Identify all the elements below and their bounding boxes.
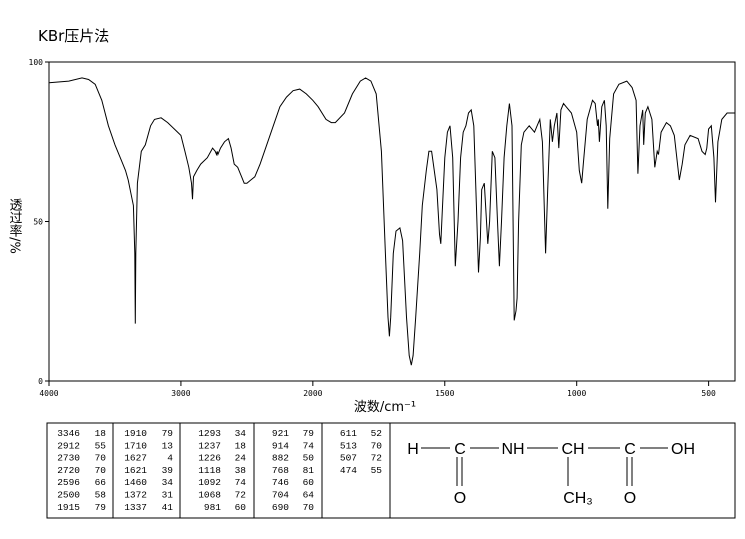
table-intensity: 39 <box>162 465 174 476</box>
table-intensity: 60 <box>303 477 315 488</box>
structure-atom: NH <box>501 441 524 458</box>
table-wavenumber: 2912 <box>57 440 80 451</box>
table-frame <box>46 422 736 519</box>
table-wavenumber: 690 <box>272 502 289 513</box>
table-wavenumber: 1068 <box>198 490 221 501</box>
table-wavenumber: 914 <box>272 440 289 451</box>
x-tick-label: 1000 <box>567 389 586 398</box>
table-wavenumber: 1915 <box>57 502 80 513</box>
table-wavenumber: 1621 <box>124 465 147 476</box>
table-intensity: 64 <box>303 490 315 501</box>
table-intensity: 55 <box>95 440 107 451</box>
table-intensity: 52 <box>371 428 383 439</box>
table-wavenumber: 611 <box>340 428 357 439</box>
x-tick-label: 2000 <box>303 389 322 398</box>
structure-atom: C <box>454 441 466 458</box>
table-intensity: 70 <box>371 440 383 451</box>
table-intensity: 79 <box>95 502 107 513</box>
y-tick-label: 100 <box>29 58 44 67</box>
table-intensity: 60 <box>235 502 247 513</box>
plot-frame <box>48 61 736 382</box>
table-wavenumber: 704 <box>272 490 289 501</box>
table-intensity: 66 <box>95 477 107 488</box>
y-tick-label: 50 <box>33 218 43 227</box>
table-wavenumber: 1293 <box>198 428 221 439</box>
table-wavenumber: 507 <box>340 453 357 464</box>
structure-substituent: O <box>454 490 466 507</box>
structure-substituent: CH₃ <box>563 490 593 507</box>
table-wavenumber: 882 <box>272 453 289 464</box>
table-intensity: 81 <box>303 465 315 476</box>
table-wavenumber: 768 <box>272 465 289 476</box>
table-wavenumber: 1237 <box>198 440 221 451</box>
table-intensity: 79 <box>162 428 174 439</box>
table-wavenumber: 1118 <box>198 465 221 476</box>
table-wavenumber: 1627 <box>124 453 147 464</box>
x-tick-label: 4000 <box>39 389 58 398</box>
x-tick-label: 3000 <box>171 389 190 398</box>
x-axis-label: 波数/cm⁻¹ <box>354 400 416 415</box>
table-wavenumber: 1226 <box>198 453 221 464</box>
table-wavenumber: 1710 <box>124 440 147 451</box>
table-intensity: 18 <box>235 440 247 451</box>
table-intensity: 4 <box>167 453 173 464</box>
table-wavenumber: 2596 <box>57 477 80 488</box>
table-wavenumber: 1092 <box>198 477 221 488</box>
table-intensity: 24 <box>235 453 247 464</box>
structure-atom: CH <box>561 441 584 458</box>
table-intensity: 74 <box>235 477 247 488</box>
table-wavenumber: 1460 <box>124 477 147 488</box>
table-intensity: 34 <box>162 477 174 488</box>
table-wavenumber: 981 <box>204 502 221 513</box>
structure-atom: H <box>407 441 419 458</box>
table-dividers <box>112 423 391 518</box>
structure-substituent: O <box>624 490 636 507</box>
table-intensity: 38 <box>235 465 247 476</box>
table-intensity: 18 <box>95 428 107 439</box>
chart-title: KBr压片法 <box>38 27 109 45</box>
x-tick-label: 500 <box>701 389 716 398</box>
table-wavenumber: 2720 <box>57 465 80 476</box>
table-wavenumber: 746 <box>272 477 289 488</box>
table-intensity: 79 <box>303 428 315 439</box>
table-wavenumber: 474 <box>340 465 357 476</box>
table-wavenumber: 513 <box>340 440 357 451</box>
table-intensity: 72 <box>371 453 383 464</box>
table-intensity: 50 <box>303 453 315 464</box>
structure-bonds <box>421 447 668 486</box>
table-intensity: 70 <box>95 453 107 464</box>
y-axis-label: 透过率/% <box>7 198 23 254</box>
structure-atom: C <box>624 441 636 458</box>
spectrum-line <box>48 77 735 366</box>
table-wavenumber: 1910 <box>124 428 147 439</box>
y-tick-label: 0 <box>38 377 43 386</box>
table-wavenumber: 3346 <box>57 428 80 439</box>
table-intensity: 74 <box>303 440 315 451</box>
table-intensity: 70 <box>95 465 107 476</box>
table-wavenumber: 1372 <box>124 490 147 501</box>
table-wavenumber: 921 <box>272 428 289 439</box>
structure-atom: OH <box>671 441 695 458</box>
table-intensity: 31 <box>162 490 174 501</box>
table-wavenumber: 2500 <box>57 490 80 501</box>
table-intensity: 13 <box>162 440 174 451</box>
table-wavenumber: 1337 <box>124 502 147 513</box>
table-intensity: 72 <box>235 490 247 501</box>
table-intensity: 41 <box>162 502 174 513</box>
table-intensity: 58 <box>95 490 107 501</box>
table-intensity: 70 <box>303 502 315 513</box>
x-tick-label: 1500 <box>435 389 454 398</box>
table-wavenumber: 2730 <box>57 453 80 464</box>
table-intensity: 34 <box>235 428 247 439</box>
table-intensity: 55 <box>371 465 383 476</box>
